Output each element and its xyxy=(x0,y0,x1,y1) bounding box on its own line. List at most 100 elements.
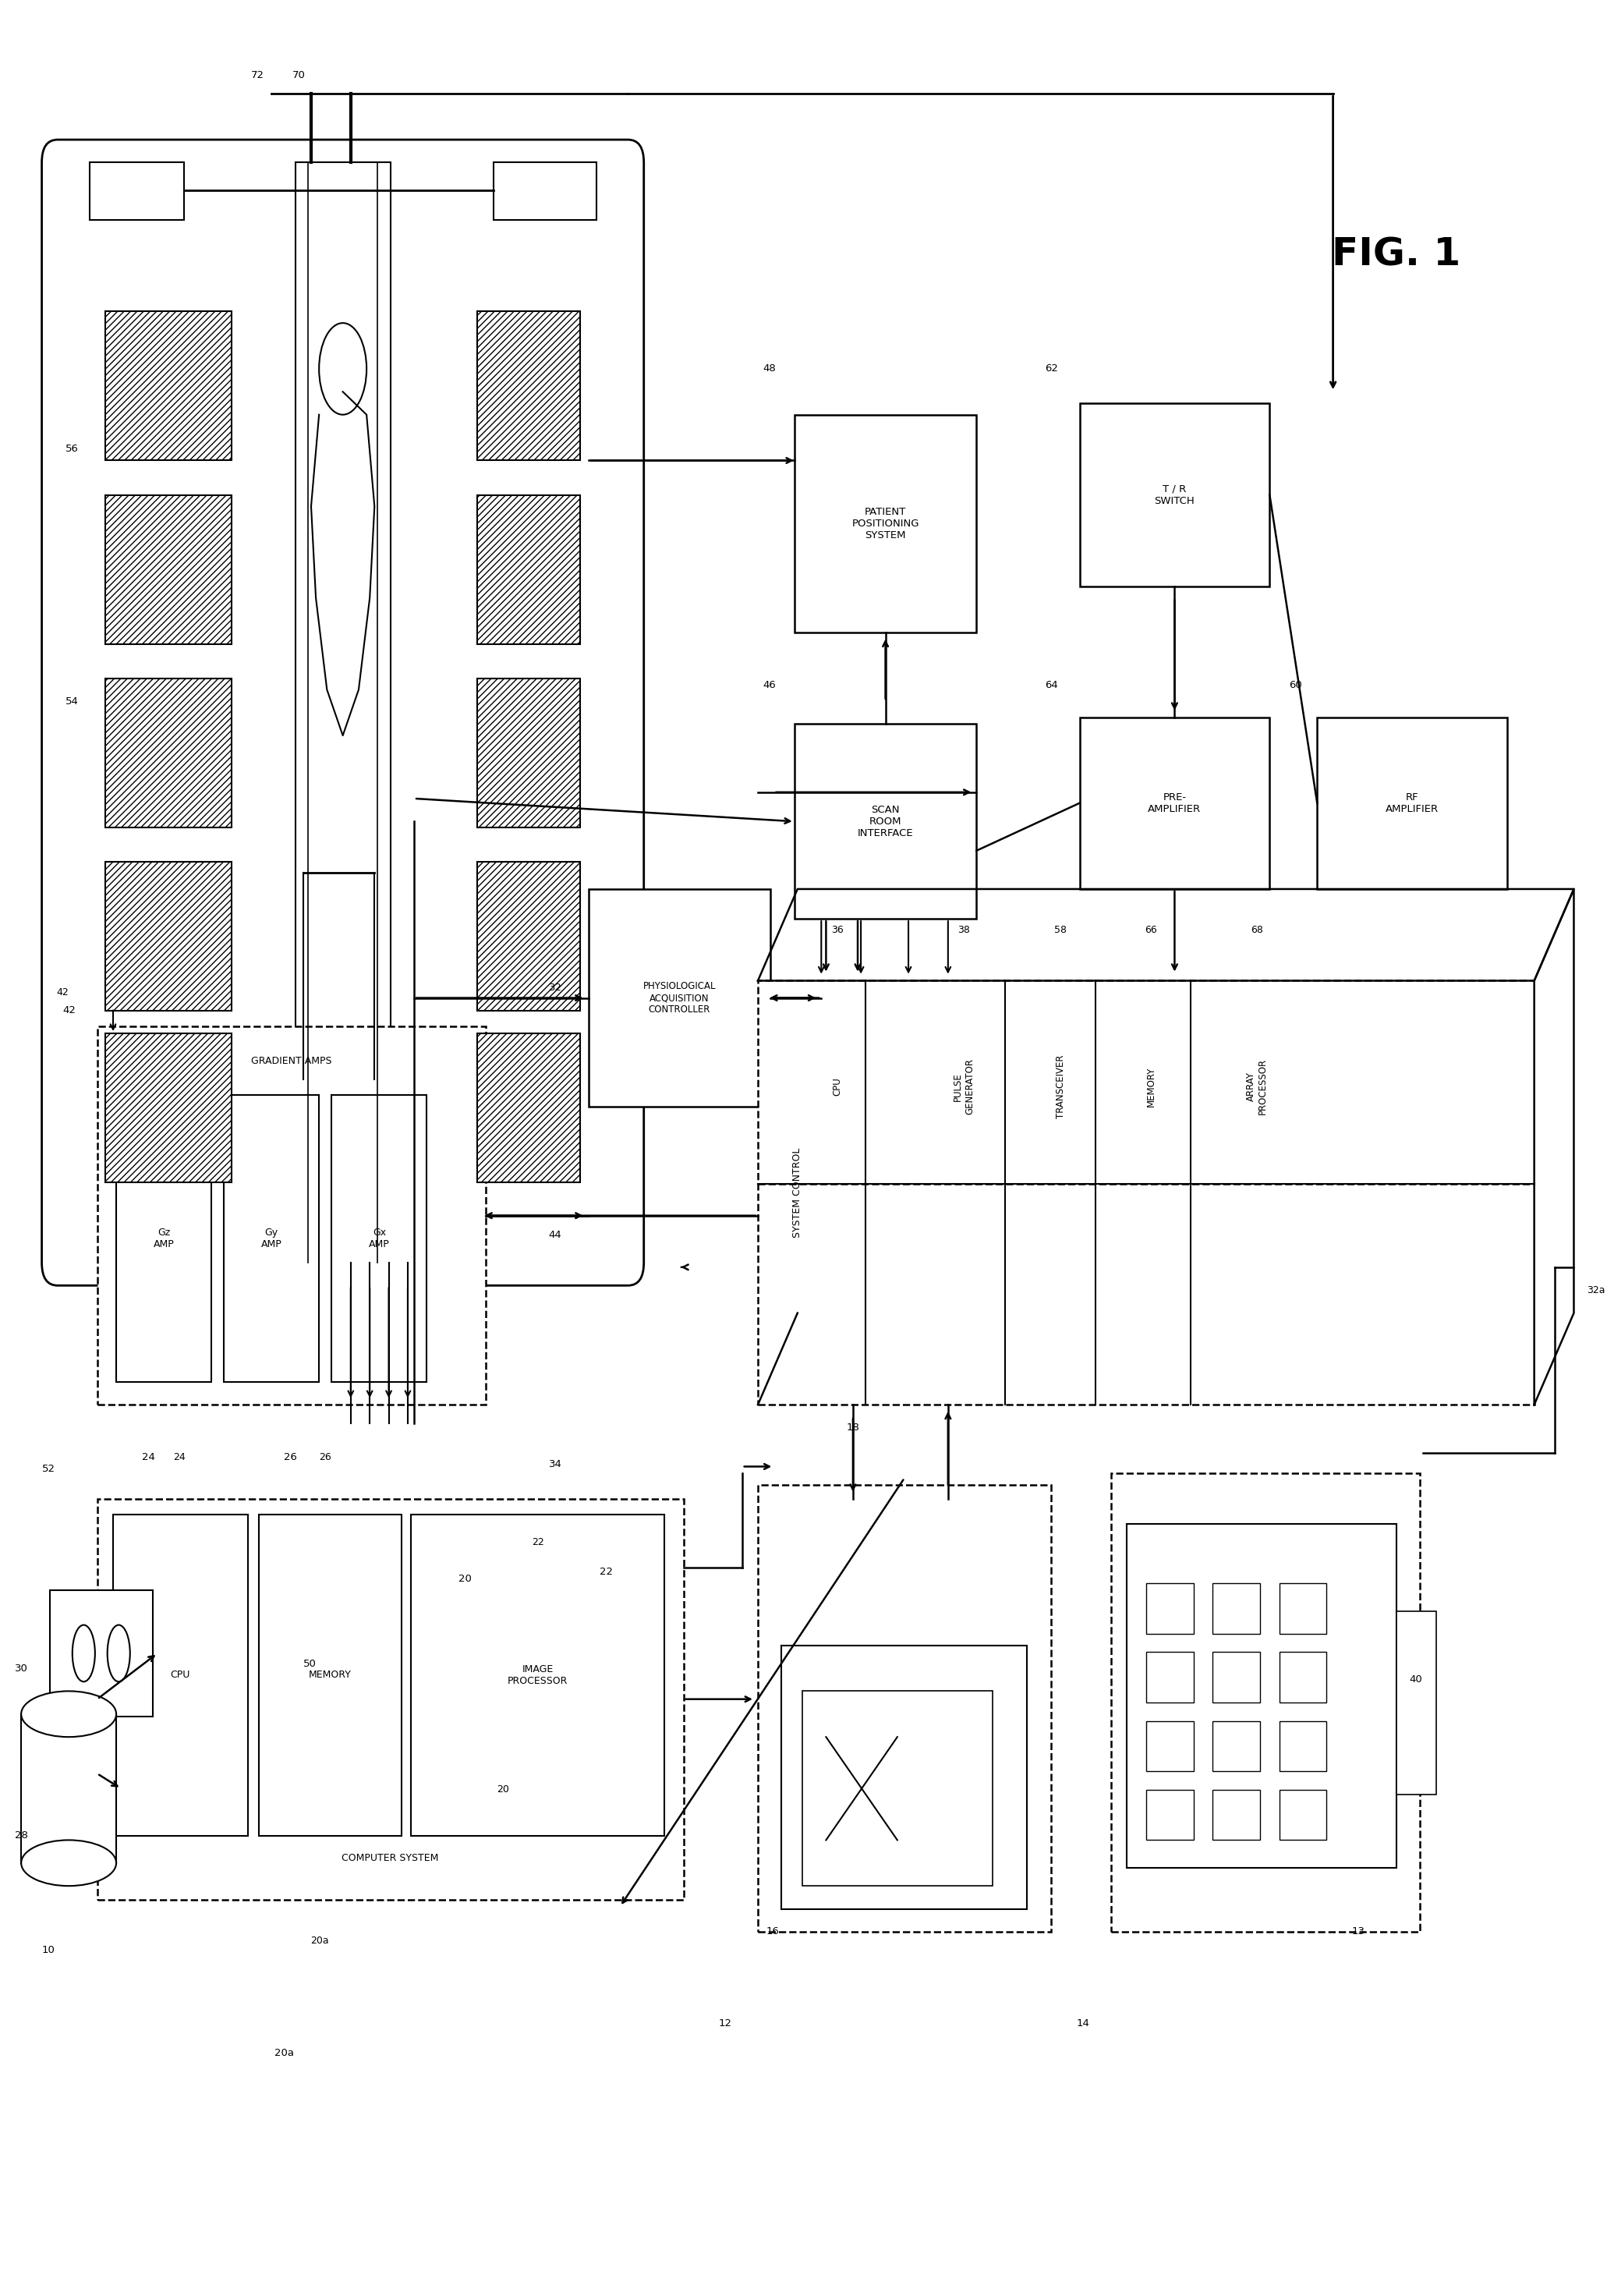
Bar xyxy=(1146,1653,1194,1704)
Text: 72: 72 xyxy=(251,71,264,80)
Text: TRANSCEIVER: TRANSCEIVER xyxy=(1056,1054,1065,1118)
Text: 32: 32 xyxy=(548,983,562,992)
Text: Gz
AMP: Gz AMP xyxy=(153,1228,174,1249)
Text: 42: 42 xyxy=(56,987,69,996)
Bar xyxy=(116,1095,211,1382)
Text: 44: 44 xyxy=(548,1231,562,1240)
Bar xyxy=(296,163,391,1263)
Text: 22: 22 xyxy=(599,1566,612,1577)
Bar xyxy=(1279,1653,1327,1704)
Text: RF
AMPLIFIER: RF AMPLIFIER xyxy=(1385,792,1438,815)
Bar xyxy=(1146,1789,1194,1839)
Text: 66: 66 xyxy=(1144,925,1157,934)
Bar xyxy=(477,677,580,827)
Bar xyxy=(411,1515,664,1835)
Bar xyxy=(1146,1584,1194,1635)
Text: FIG. 1: FIG. 1 xyxy=(1332,236,1461,273)
Bar xyxy=(1318,716,1507,889)
Bar xyxy=(1213,1584,1260,1635)
Text: 18: 18 xyxy=(847,1424,860,1433)
Text: PRE-
AMPLIFIER: PRE- AMPLIFIER xyxy=(1147,792,1200,815)
Text: 20: 20 xyxy=(497,1784,509,1795)
Text: PULSE
GENERATOR: PULSE GENERATOR xyxy=(953,1058,975,1116)
Text: SYSTEM CONTROL: SYSTEM CONTROL xyxy=(792,1148,802,1238)
Text: 58: 58 xyxy=(1054,925,1067,934)
Bar xyxy=(104,677,231,827)
Text: 22: 22 xyxy=(532,1536,543,1548)
Bar xyxy=(1127,1525,1396,1867)
Bar xyxy=(477,1033,580,1182)
Bar xyxy=(98,1026,485,1405)
Bar xyxy=(90,163,185,220)
Bar xyxy=(98,1499,683,1899)
Bar xyxy=(477,861,580,1010)
Polygon shape xyxy=(1535,889,1573,1405)
Bar xyxy=(331,1095,427,1382)
Text: 34: 34 xyxy=(548,1460,562,1469)
Text: SCAN
ROOM
INTERFACE: SCAN ROOM INTERFACE xyxy=(858,804,913,838)
Bar xyxy=(477,496,580,643)
Text: 56: 56 xyxy=(66,443,79,455)
Bar xyxy=(794,416,977,631)
Text: 24: 24 xyxy=(174,1453,186,1463)
Bar xyxy=(112,1515,247,1835)
Text: COMPUTER SYSTEM: COMPUTER SYSTEM xyxy=(342,1853,439,1864)
Bar xyxy=(802,1692,993,1885)
Text: 10: 10 xyxy=(42,1945,55,1956)
Bar xyxy=(1213,1789,1260,1839)
Text: ARRAY
PROCESSOR: ARRAY PROCESSOR xyxy=(1245,1058,1268,1116)
Text: 20a: 20a xyxy=(275,2048,294,2057)
Text: 40: 40 xyxy=(1409,1674,1422,1685)
Text: Gy
AMP: Gy AMP xyxy=(260,1228,281,1249)
Text: PHYSIOLOGICAL
ACQUISITION
CONTROLLER: PHYSIOLOGICAL ACQUISITION CONTROLLER xyxy=(643,980,717,1015)
Text: MEMORY: MEMORY xyxy=(1146,1068,1155,1107)
Text: Gx
AMP: Gx AMP xyxy=(370,1228,389,1249)
Text: CPU: CPU xyxy=(832,1077,842,1095)
Text: 48: 48 xyxy=(763,363,776,374)
Text: 32a: 32a xyxy=(1586,1286,1605,1295)
Text: 46: 46 xyxy=(763,680,776,691)
Bar xyxy=(1396,1612,1437,1793)
Text: 16: 16 xyxy=(767,1926,779,1938)
Text: 50: 50 xyxy=(304,1658,317,1669)
Text: 28: 28 xyxy=(14,1830,27,1841)
Text: 26: 26 xyxy=(284,1453,297,1463)
Bar xyxy=(50,1591,153,1717)
Text: 14: 14 xyxy=(1077,2018,1090,2027)
Text: CPU: CPU xyxy=(170,1669,190,1681)
Bar xyxy=(104,496,231,643)
Text: 13: 13 xyxy=(1351,1926,1366,1938)
Bar xyxy=(1146,1722,1194,1770)
Bar xyxy=(259,1515,402,1835)
Bar xyxy=(588,889,771,1107)
Bar xyxy=(21,1715,116,1862)
Bar xyxy=(1080,404,1270,585)
Bar xyxy=(223,1095,320,1382)
Bar xyxy=(104,861,231,1010)
Bar xyxy=(493,163,596,220)
Text: PATIENT
POSITIONING
SYSTEM: PATIENT POSITIONING SYSTEM xyxy=(852,507,919,540)
Text: 38: 38 xyxy=(958,925,971,934)
Text: 20a: 20a xyxy=(310,1936,329,1947)
Bar xyxy=(1279,1584,1327,1635)
Bar xyxy=(794,723,977,918)
Ellipse shape xyxy=(21,1692,116,1738)
Bar xyxy=(1279,1722,1327,1770)
Bar xyxy=(759,1486,1051,1931)
Text: 52: 52 xyxy=(42,1465,55,1474)
Text: 70: 70 xyxy=(292,71,305,80)
Bar xyxy=(781,1646,1027,1908)
Text: MEMORY: MEMORY xyxy=(309,1669,352,1681)
Text: 42: 42 xyxy=(63,1006,76,1015)
Text: 12: 12 xyxy=(718,2018,731,2027)
Bar xyxy=(1279,1789,1327,1839)
Text: 20: 20 xyxy=(458,1573,471,1584)
Text: 36: 36 xyxy=(831,925,844,934)
Text: 60: 60 xyxy=(1289,680,1302,691)
Text: 30: 30 xyxy=(14,1662,27,1674)
Text: 54: 54 xyxy=(66,696,79,707)
Text: T / R
SWITCH: T / R SWITCH xyxy=(1154,484,1194,505)
Bar xyxy=(1110,1474,1421,1931)
Text: 64: 64 xyxy=(1045,680,1057,691)
Ellipse shape xyxy=(21,1839,116,1885)
